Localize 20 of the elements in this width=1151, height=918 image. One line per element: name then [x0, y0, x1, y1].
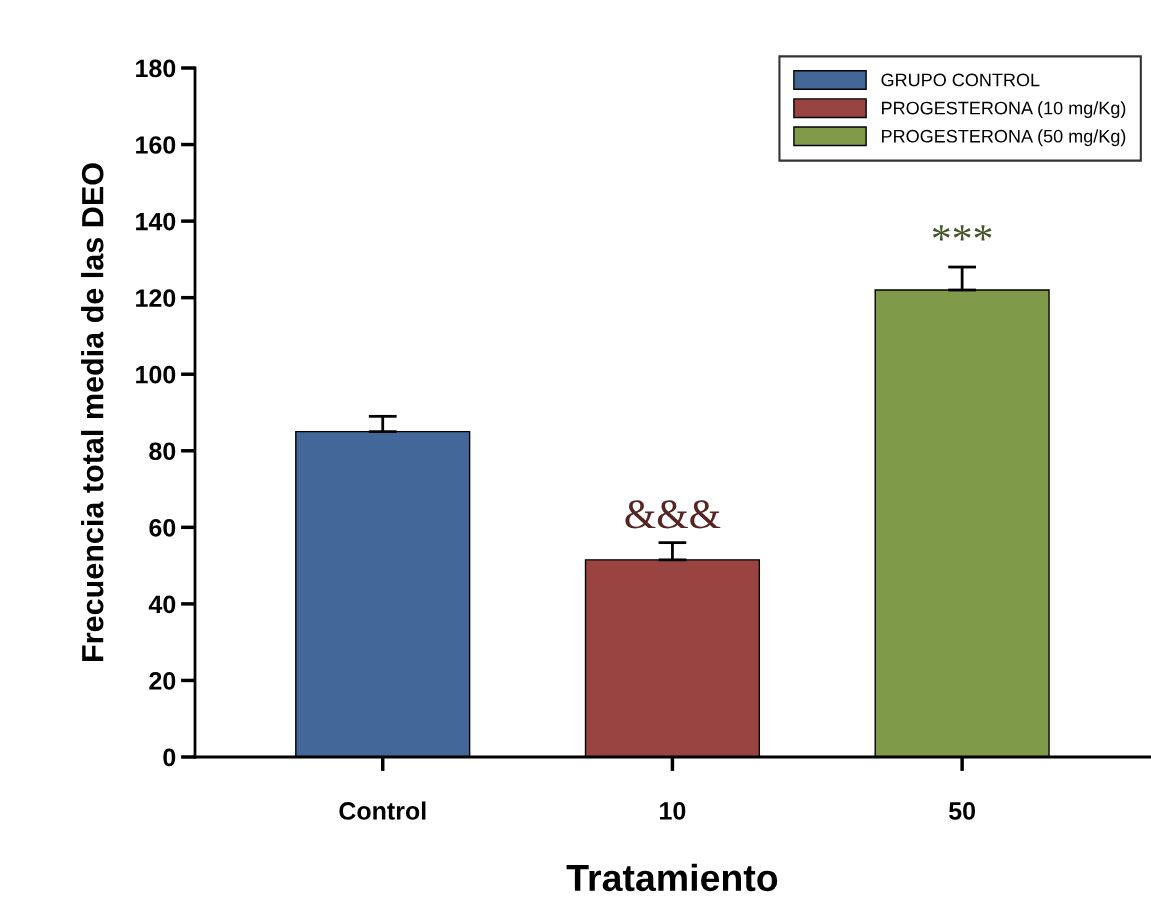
- y-tick-label: 120: [136, 289, 176, 307]
- annotation: ***: [932, 225, 992, 241]
- y-tick-label: 180: [136, 59, 176, 78]
- annotation: &&&: [625, 500, 721, 529]
- y-tick-label: 160: [136, 136, 176, 154]
- legend-label: PROGESTERONA (50 mg/Kg): [882, 129, 1126, 147]
- y-axis-title: Frecuencia total media de las DEO: [81, 163, 104, 661]
- legend-label: PROGESTERONA (10 mg/Kg): [882, 101, 1126, 119]
- y-tick-label: 80: [149, 442, 176, 461]
- legend-label: GRUPO CONTROL: [881, 73, 1040, 87]
- x-axis-title: Tratamiento: [566, 863, 778, 892]
- y-tick-label: 60: [149, 518, 176, 537]
- y-tick-label: 0: [163, 748, 176, 767]
- y-tick-label: 40: [148, 595, 176, 614]
- y-tick-label: 20: [149, 672, 176, 690]
- x-tick-label: Control: [339, 801, 426, 820]
- y-tick-label: 140: [136, 212, 176, 231]
- y-tick-label: 100: [136, 365, 176, 384]
- x-tick-label: 50: [948, 802, 975, 820]
- x-tick-label: 10: [660, 802, 686, 820]
